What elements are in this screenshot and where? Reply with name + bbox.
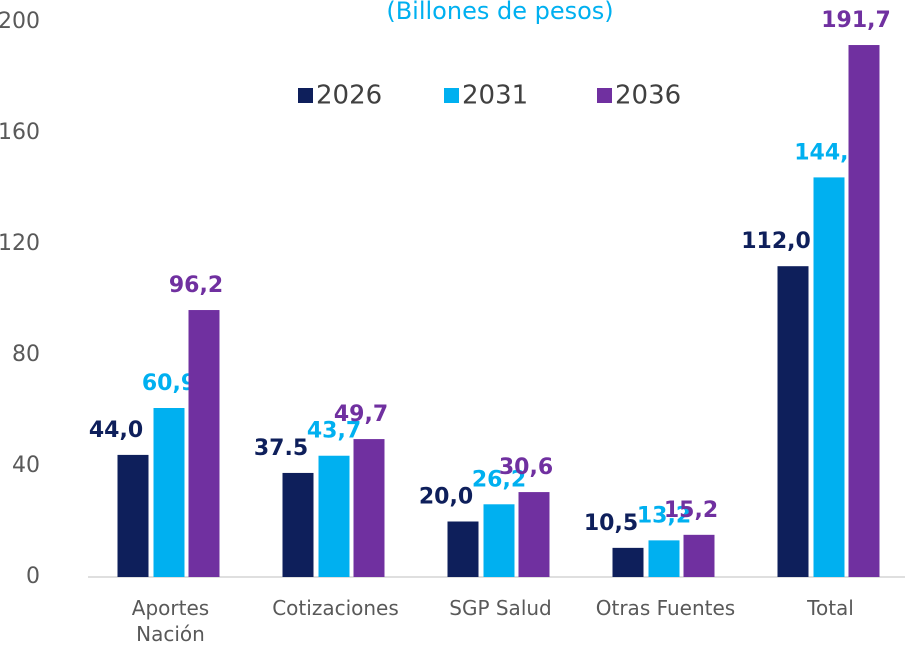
legend-label: 2026: [316, 81, 382, 111]
value-label: 37.5: [254, 436, 308, 461]
legend-swatch: [444, 88, 459, 103]
legend-swatch: [298, 88, 313, 103]
value-label: 60,9: [142, 371, 196, 396]
bar: [813, 177, 845, 577]
x-tick-label: Cotizaciones: [272, 596, 399, 620]
y-tick-label: 200: [0, 9, 40, 34]
value-label: 112,0: [741, 229, 811, 254]
bar: [282, 472, 314, 577]
value-label: 13,2: [637, 503, 691, 528]
x-tick-label: Total: [807, 596, 854, 620]
value-label: 15,2: [664, 498, 718, 523]
bar: [188, 310, 220, 577]
y-tick-label: 160: [0, 120, 40, 145]
value-label: 26,2: [472, 467, 526, 492]
bar: [518, 492, 550, 577]
bar: [117, 454, 149, 577]
bar: [612, 547, 644, 577]
legend-swatch: [597, 88, 612, 103]
value-label: 49,7: [334, 402, 388, 427]
value-label: 10,5: [584, 511, 638, 536]
value-label: 43,7: [307, 419, 361, 444]
x-tick-label: Otras Fuentes: [595, 596, 736, 620]
y-tick-label: 120: [0, 231, 40, 256]
value-label: 191,7: [821, 8, 891, 33]
legend-label: 2031: [462, 81, 528, 111]
value-label: 96,2: [169, 273, 223, 298]
value-label: 44,0: [89, 418, 143, 443]
bar: [353, 439, 385, 577]
x-tick-label: SGP Salud: [449, 596, 552, 620]
bar: [153, 408, 185, 577]
bar: [683, 534, 715, 577]
y-tick-label: 40: [12, 453, 40, 478]
x-tick-label: Aportes Nación: [131, 596, 210, 646]
bar: [648, 540, 680, 577]
bar: [848, 45, 880, 578]
value-label: 30,6: [499, 455, 553, 480]
value-label: 20,0: [419, 485, 473, 510]
bar: [777, 266, 809, 577]
bar: [483, 504, 515, 577]
chart-subtitle: (Billones de pesos): [386, 0, 613, 25]
bar: [447, 521, 479, 577]
y-tick-label: 80: [12, 342, 40, 367]
bar: [318, 455, 350, 577]
y-tick-label: 0: [26, 564, 40, 589]
legend-label: 2036: [615, 81, 681, 111]
